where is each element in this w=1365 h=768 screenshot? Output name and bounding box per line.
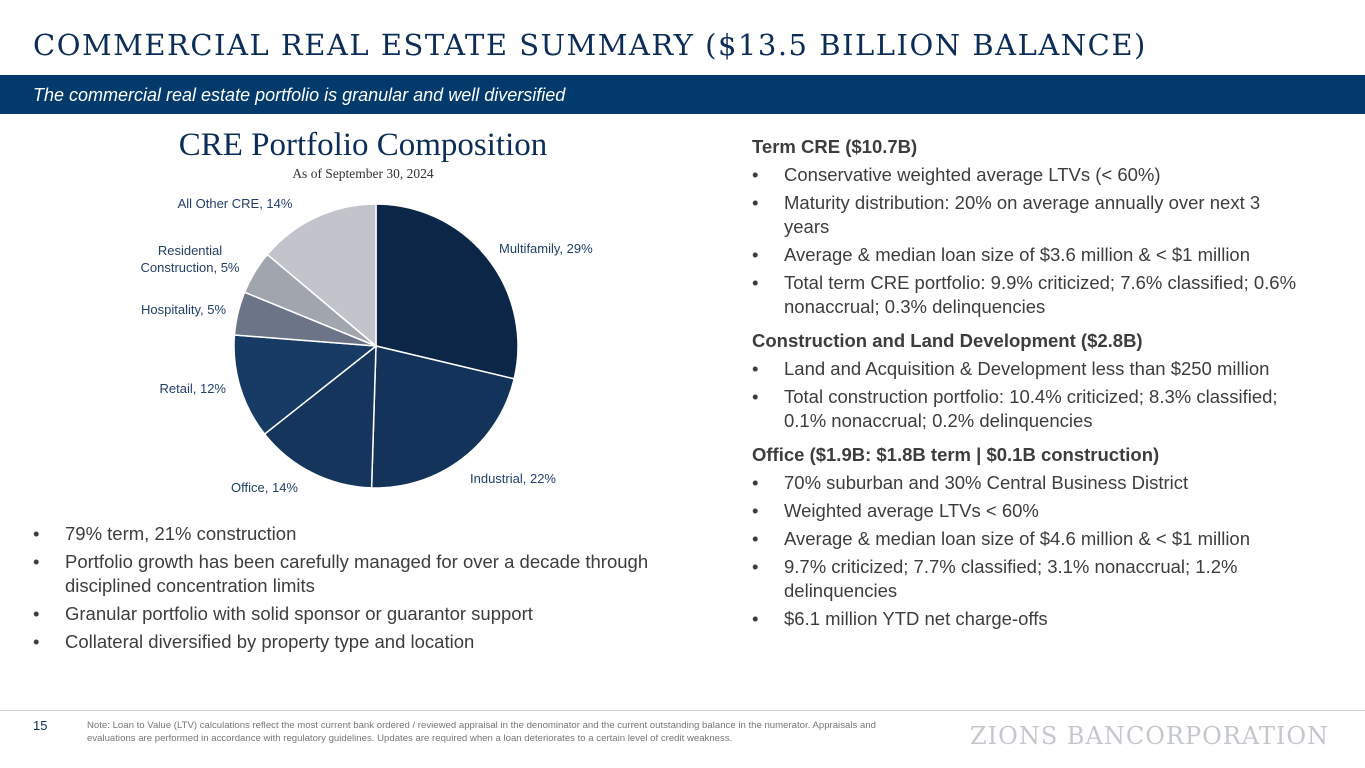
slice-label: Industrial, 22% <box>470 471 556 486</box>
footer-rule <box>0 710 1365 711</box>
page-number: 15 <box>33 718 48 733</box>
section: Office ($1.9B: $1.8B term | $0.1B constr… <box>752 443 1322 631</box>
left-bullets: 79% term, 21% construction Portfolio grow… <box>33 522 698 658</box>
section: Term CRE ($10.7B) Conservative weighted a… <box>752 135 1322 319</box>
bullet: Conservative weighted average LTVs (< 60… <box>752 163 1304 187</box>
bullet: Land and Acquisition & Development less … <box>752 357 1304 381</box>
bullet: Average & median loan size of $4.6 milli… <box>752 527 1304 551</box>
bullet: Collateral diversified by property type … <box>33 630 698 654</box>
bullet-list: 79% term, 21% construction Portfolio grow… <box>33 522 698 654</box>
bullet: 70% suburban and 30% Central Business Di… <box>752 471 1304 495</box>
bullet: Portfolio growth has been carefully mana… <box>33 550 698 598</box>
slice-label: Multifamily, 29% <box>499 241 593 256</box>
pie-slice <box>263 344 377 489</box>
section: Construction and Land Development ($2.8B… <box>752 329 1322 433</box>
logo: ZIONS BANCORPORATION <box>970 722 1330 750</box>
slice-label: Office, 14% <box>231 480 298 495</box>
section-heading: Construction and Land Development ($2.8B… <box>752 330 1143 351</box>
section-heading: Office ($1.9B: $1.8B term | $0.1B constr… <box>752 444 1160 465</box>
pie-slice <box>233 334 378 436</box>
slice-label: Hospitality, 5% <box>140 302 226 317</box>
bullet: Total construction portfolio: 10.4% crit… <box>752 385 1304 433</box>
bullet: Weighted average LTVs < 60% <box>752 499 1304 523</box>
pie-slice <box>370 345 516 489</box>
section-heading: Term CRE ($10.7B) <box>752 136 918 157</box>
slide-subtitle: The commercial real estate portfolio is … <box>33 85 566 105</box>
pie-slice <box>375 203 519 380</box>
bullet: Average & median loan size of $3.6 milli… <box>752 243 1304 267</box>
pie-slice <box>266 203 377 348</box>
bullet: 79% term, 21% construction <box>33 522 698 546</box>
subtitle-band <box>0 75 1365 114</box>
pie-chart <box>233 203 519 489</box>
right-column: Term CRE ($10.7B) Conservative weighted a… <box>752 135 1322 641</box>
bullet: $6.1 million YTD net charge-offs <box>752 607 1304 631</box>
bullet-list: 70% suburban and 30% Central Business Di… <box>752 471 1322 631</box>
slice-label: All Other CRE, 14% <box>177 196 293 211</box>
bullet: Total term CRE portfolio: 9.9% criticize… <box>752 271 1304 319</box>
bullet-list: Conservative weighted average LTVs (< 60… <box>752 163 1322 319</box>
footnote: Note: Loan to Value (LTV) calculations r… <box>87 720 876 744</box>
bullet: Granular portfolio with solid sponsor or… <box>33 602 698 626</box>
bullet-list: Land and Acquisition & Development less … <box>752 357 1322 433</box>
slice-label: Residential Construction, 5% <box>140 243 240 275</box>
slide-title: COMMERCIAL REAL ESTATE SUMMARY ($13.5 BI… <box>33 28 1147 62</box>
bullet: 9.7% criticized; 7.7% classified; 3.1% n… <box>752 555 1304 603</box>
chart-title: CRE Portfolio Composition <box>178 127 548 163</box>
bullet: Maturity distribution: 20% on average an… <box>752 191 1304 239</box>
chart-subtitle: As of September 30, 2024 <box>292 166 434 181</box>
slice-label: Retail, 12% <box>159 381 226 396</box>
